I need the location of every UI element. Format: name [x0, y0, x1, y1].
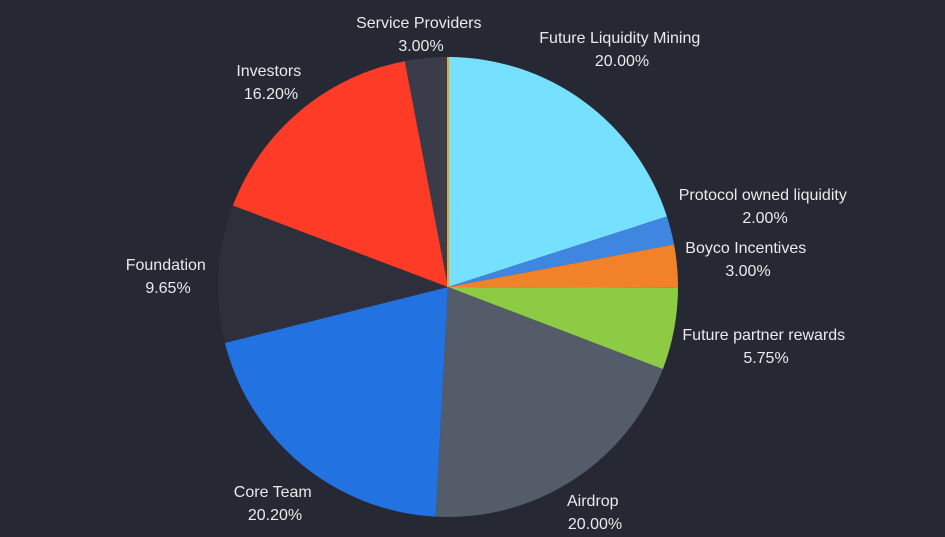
slice-label-service-providers: Service Providers 3.00% — [356, 15, 486, 55]
slice-label-foundation: Foundation 9.65% — [126, 257, 211, 297]
pie-slice-boyco-incentives — [448, 244, 679, 288]
pie-slice-service-providers — [404, 57, 448, 287]
pie-slice-core-team — [224, 287, 448, 517]
slice-label-core-team: Core Team 20.20% — [234, 484, 316, 524]
pie-slice-protocol-owned-liquidity — [448, 216, 675, 287]
pie-slice-airdrop — [435, 287, 663, 517]
pie-slice-foundation — [218, 205, 448, 343]
slice-label-protocol-owned-liquidity: Protocol owned liquidity 2.00% — [679, 187, 852, 227]
slice-label-airdrop: Airdrop 20.00% — [567, 493, 623, 533]
pie-slices — [218, 57, 679, 517]
slice-label-future-liquidity-mining: Future Liquidity Mining 20.00% — [539, 30, 704, 70]
pie-slice-future-liquidity-mining — [448, 57, 667, 287]
slice-label-future-partner-rewards: Future partner rewards 5.75% — [682, 327, 849, 367]
slice-label-boyco-incentives: Boyco Incentives 3.00% — [685, 240, 810, 280]
slice-label-investors: Investors 16.20% — [236, 63, 305, 103]
pie-slice-investors — [232, 61, 448, 288]
pie-slice-future-partner-rewards — [448, 287, 678, 370]
pie-labels: Future Liquidity Mining 20.00% Protocol … — [126, 15, 852, 533]
